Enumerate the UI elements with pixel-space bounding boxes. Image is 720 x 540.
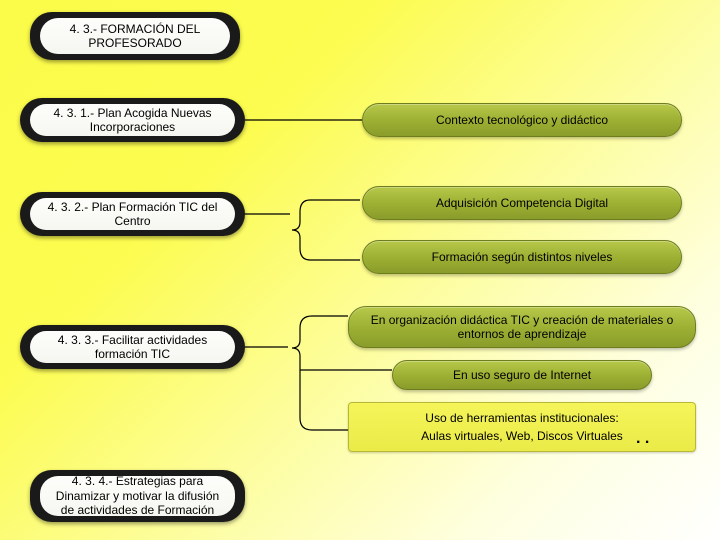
node-seguro-text: En uso seguro de Internet: [453, 368, 591, 382]
node-organizacion-text: En organización didáctica TIC y creación…: [361, 313, 683, 342]
ellipsis-dots: . .: [636, 430, 649, 448]
node-seguro: En uso seguro de Internet: [392, 360, 652, 390]
node-adquisicion-text: Adquisición Competencia Digital: [436, 196, 608, 210]
node-434: 4. 3. 4.- Estrategias para Dinamizar y m…: [30, 470, 245, 522]
node-431: 4. 3. 1.- Plan Acogida Nuevas Incorporac…: [20, 98, 245, 142]
node-niveles: Formación según distintos niveles: [362, 240, 682, 274]
node-433: 4. 3. 3.- Facilitar actividades formació…: [20, 325, 245, 369]
node-433-text: 4. 3. 3.- Facilitar actividades formació…: [38, 333, 227, 362]
node-contexto: Contexto tecnológico y didáctico: [362, 103, 682, 137]
node-adquisicion: Adquisición Competencia Digital: [362, 186, 682, 220]
node-434-text: 4. 3. 4.- Estrategias para Dinamizar y m…: [48, 474, 227, 517]
node-431-text: 4. 3. 1.- Plan Acogida Nuevas Incorporac…: [38, 106, 227, 135]
node-herramientas-line2: Aulas virtuales, Web, Discos Virtuales: [421, 429, 623, 443]
node-432-text: 4. 3. 2.- Plan Formación TIC del Centro: [38, 200, 227, 229]
node-organizacion: En organización didáctica TIC y creación…: [348, 306, 696, 348]
node-niveles-text: Formación según distintos niveles: [432, 250, 613, 264]
brace-432: [292, 200, 360, 260]
title-box: 4. 3.- FORMACIÓN DEL PROFESORADO: [30, 12, 240, 60]
node-432: 4. 3. 2.- Plan Formación TIC del Centro: [20, 192, 245, 236]
node-herramientas-line1: Uso de herramientas institucionales:: [425, 411, 618, 425]
node-contexto-text: Contexto tecnológico y didáctico: [436, 113, 608, 127]
title-text: 4. 3.- FORMACIÓN DEL PROFESORADO: [48, 22, 222, 51]
